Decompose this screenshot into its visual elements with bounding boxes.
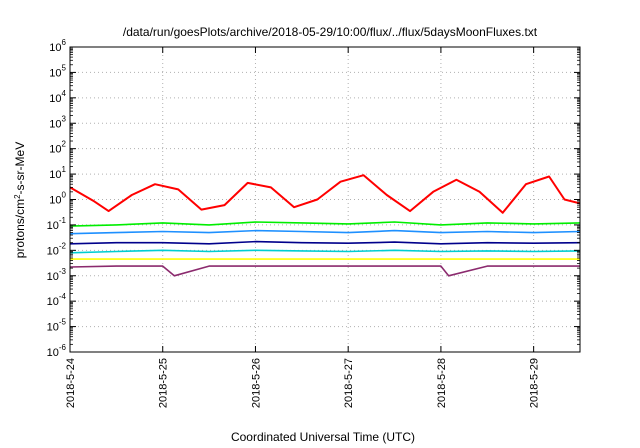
- chart-title: /data/run/goesPlots/archive/2018-05-29/1…: [123, 25, 538, 39]
- series-line-1: [70, 174, 580, 214]
- y-tick-label: 10-1: [47, 216, 67, 232]
- x-tick-label: 2018-5-26: [250, 358, 262, 408]
- grid-lines: [70, 47, 580, 352]
- series-line-5: [70, 249, 580, 254]
- y-tick-label: 106: [49, 38, 66, 54]
- y-tick-label: 10-3: [47, 267, 67, 283]
- x-axis-label: Coordinated Universal Time (UTC): [231, 430, 415, 444]
- series-line-7: [70, 265, 580, 277]
- series-line-4: [70, 240, 580, 245]
- y-tick-label: 10-6: [47, 343, 67, 359]
- y-axis-label: protons/cm2-s-sr-MeV: [13, 142, 28, 258]
- y-tick-label: 103: [49, 114, 66, 130]
- y-tick-label: 10-5: [47, 318, 67, 334]
- series-layer: [70, 174, 580, 277]
- x-tick-label: 2018-5-24: [65, 358, 77, 408]
- x-tick-label: 2018-5-27: [343, 358, 355, 408]
- y-tick-label: 101: [49, 165, 66, 181]
- series-line-3: [70, 229, 580, 235]
- y-tick-label: 10-2: [47, 241, 67, 257]
- y-tick-label: 100: [49, 191, 66, 207]
- y-tick-label: 102: [49, 140, 66, 156]
- x-tick-label: 2018-5-28: [436, 358, 448, 408]
- x-tick-labels: 2018-5-24 2018-5-25 2018-5-26 2018-5-27 2018…: [65, 358, 541, 408]
- series-line-2: [70, 221, 580, 227]
- x-tick-label: 2018-5-29: [529, 358, 541, 408]
- x-tick-label: 2018-5-25: [158, 358, 170, 408]
- axis-ticks: [69, 46, 580, 353]
- y-tick-label: 104: [49, 89, 66, 105]
- y-tick-label: 10-4: [47, 292, 67, 308]
- y-tick-labels: 10-6 10-5 10-4 10-3 10-2 10-1 100 101 102 103 104 1…: [47, 38, 67, 359]
- y-tick-label: 105: [49, 63, 66, 79]
